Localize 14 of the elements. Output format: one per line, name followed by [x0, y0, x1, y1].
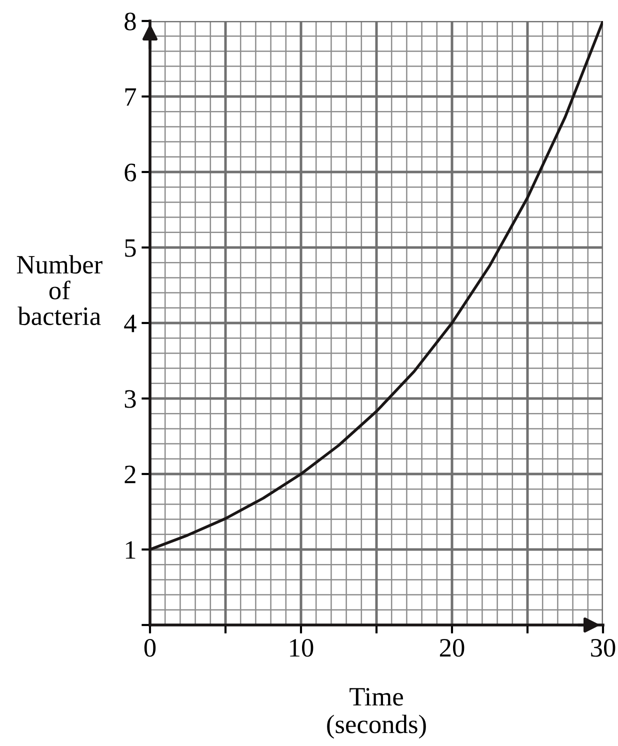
y-tick-label: 8: [124, 12, 136, 30]
x-tick-label: 30: [591, 638, 616, 657]
y-tick-label: 2: [124, 466, 136, 484]
x-axis-title: Time (seconds): [327, 688, 426, 739]
y-tick-label: 6: [124, 164, 136, 182]
x-tick-label: 10: [290, 638, 314, 657]
y-tick-label: 1: [126, 541, 136, 559]
y-tick-label: 5: [125, 239, 136, 257]
y-tick-label: 7: [125, 88, 136, 106]
x-tick-label: 20: [440, 638, 464, 657]
y-tick-label: 3: [124, 390, 136, 408]
y-axis-title: Number of bacteria: [16, 255, 102, 326]
y-tick-label: 4: [124, 314, 136, 332]
x-tick-label: 0: [144, 638, 156, 657]
